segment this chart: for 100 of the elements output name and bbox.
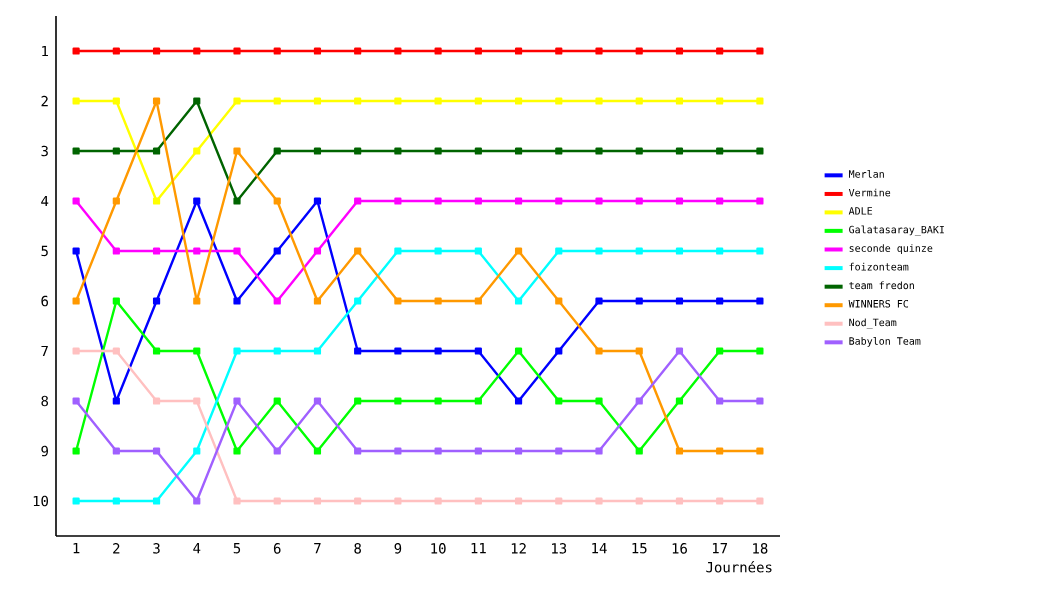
point (675, 47, 684, 55)
point (273, 247, 281, 255)
point (635, 497, 643, 505)
point (152, 197, 161, 205)
point (193, 397, 201, 405)
point (193, 147, 201, 155)
point (514, 47, 523, 55)
point (555, 447, 563, 455)
point (514, 397, 523, 405)
point (555, 497, 563, 505)
point (555, 97, 563, 105)
point (514, 297, 523, 305)
point (193, 247, 201, 255)
point (112, 447, 120, 455)
point (72, 347, 80, 355)
point (354, 397, 362, 405)
point (595, 447, 603, 455)
point (273, 397, 281, 405)
point (72, 147, 80, 155)
point (354, 247, 362, 255)
point (595, 197, 603, 205)
point (112, 347, 120, 355)
point (152, 47, 161, 55)
point (193, 197, 201, 205)
point (394, 347, 402, 355)
point (555, 247, 563, 255)
point (112, 47, 120, 55)
point (313, 147, 322, 155)
point (273, 447, 281, 455)
point (193, 347, 201, 355)
point (394, 447, 402, 455)
point (756, 247, 764, 255)
point (595, 297, 603, 305)
point (756, 47, 764, 55)
point (434, 147, 442, 155)
point (716, 297, 724, 305)
point (716, 147, 724, 155)
point (394, 397, 402, 405)
point (233, 247, 241, 255)
point (112, 297, 120, 305)
point (555, 197, 563, 205)
point (313, 347, 322, 355)
point (635, 97, 643, 105)
point (675, 147, 684, 155)
point (394, 197, 402, 205)
point (514, 147, 523, 155)
point (72, 297, 80, 305)
point (635, 297, 643, 305)
point (394, 97, 402, 105)
point (72, 397, 80, 405)
point (112, 497, 120, 505)
point (72, 497, 80, 505)
point (354, 47, 362, 55)
point (354, 97, 362, 105)
point (635, 197, 643, 205)
point (675, 197, 684, 205)
point (675, 447, 684, 455)
point (474, 297, 482, 305)
point (675, 497, 684, 505)
point (675, 247, 684, 255)
point (756, 347, 764, 355)
point (474, 147, 482, 155)
point (72, 447, 80, 455)
point (716, 47, 724, 55)
point (72, 47, 80, 55)
point (394, 247, 402, 255)
point (193, 497, 201, 505)
point (595, 247, 603, 255)
point (313, 97, 322, 105)
point (474, 47, 482, 55)
point (756, 197, 764, 205)
point (233, 447, 241, 455)
point (514, 347, 523, 355)
point (72, 197, 80, 205)
point (313, 247, 322, 255)
point (193, 297, 201, 305)
point (152, 247, 161, 255)
point (152, 447, 161, 455)
point (635, 47, 643, 55)
point (112, 397, 120, 405)
point (233, 297, 241, 305)
point (152, 297, 161, 305)
point (152, 147, 161, 155)
point (756, 97, 764, 105)
point (514, 497, 523, 505)
point (716, 447, 724, 455)
point (434, 97, 442, 105)
point (474, 347, 482, 355)
point (112, 247, 120, 255)
point (394, 47, 402, 55)
point (313, 47, 322, 55)
point (313, 297, 322, 305)
point (595, 347, 603, 355)
point (313, 397, 322, 405)
point (152, 497, 161, 505)
point (474, 397, 482, 405)
point (474, 497, 482, 505)
point (716, 347, 724, 355)
point (354, 447, 362, 455)
point (152, 97, 161, 105)
